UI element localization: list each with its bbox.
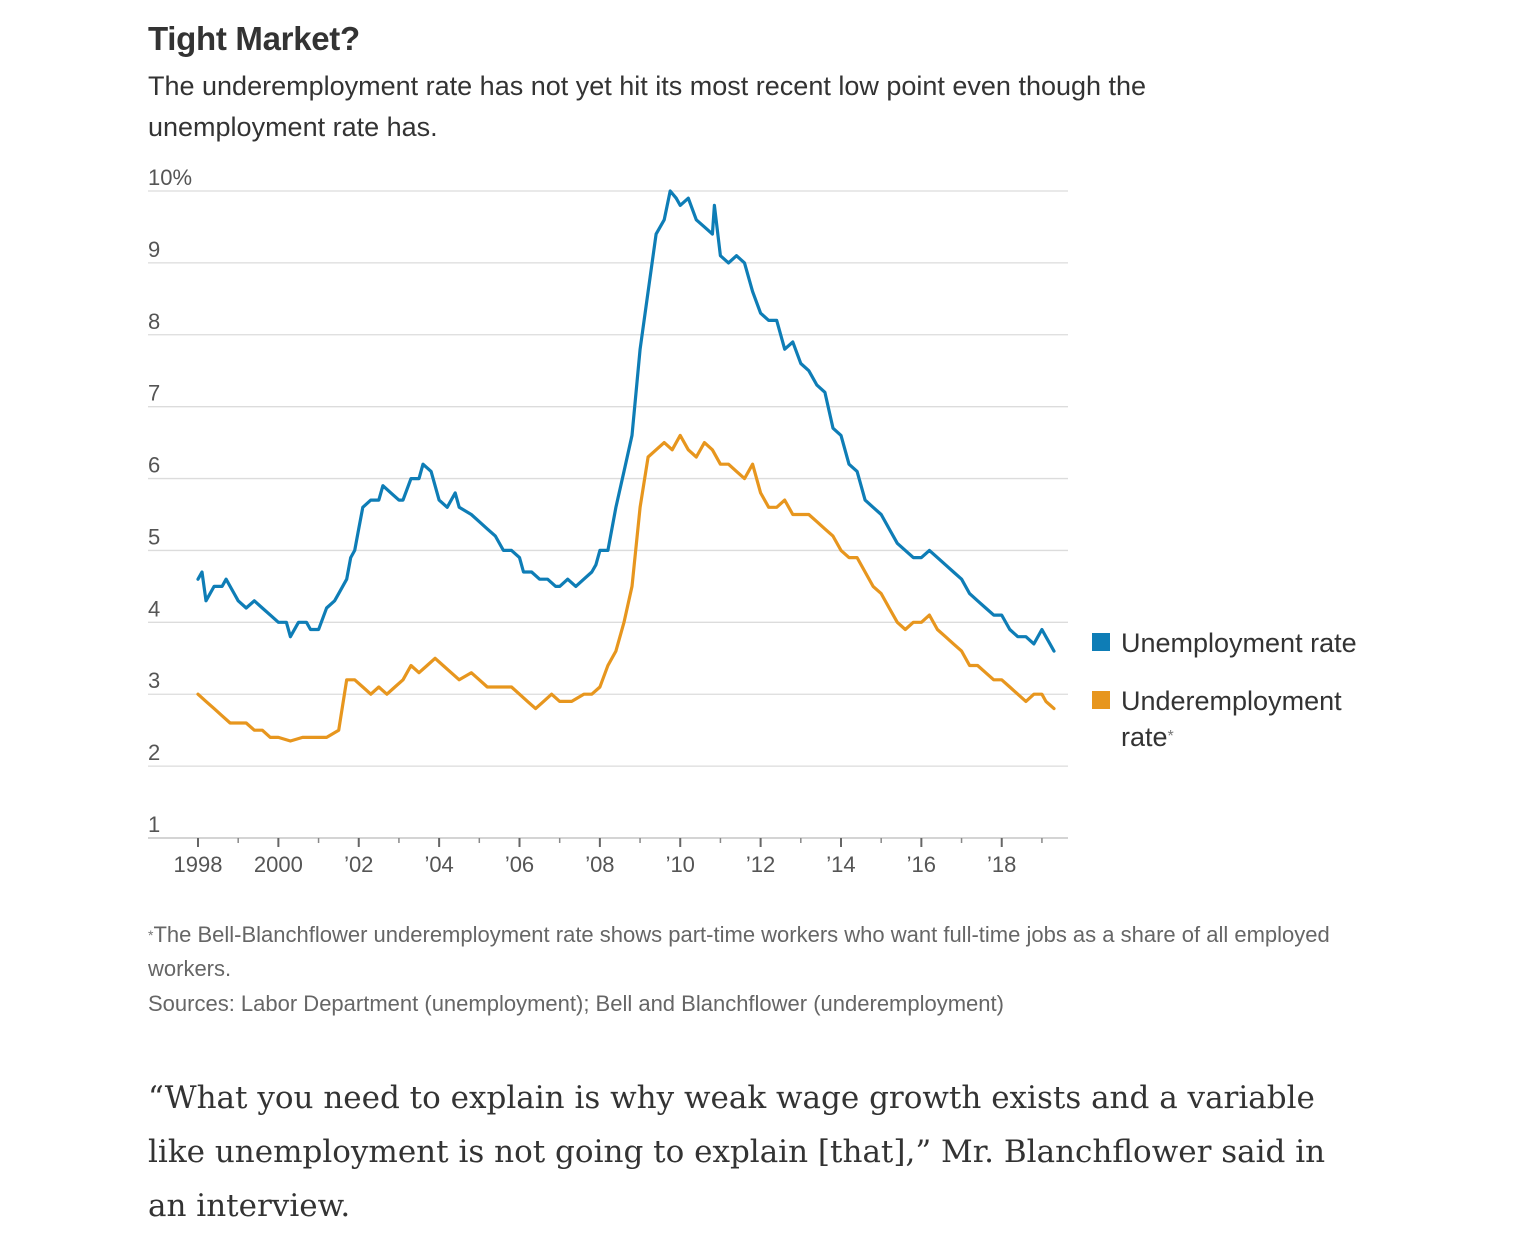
legend-item-underemployment: Underemployment rate* bbox=[1092, 683, 1392, 755]
source-note: Sources: Labor Department (unemployment)… bbox=[148, 991, 1004, 1016]
line-chart: 10% 9 8 7 6 5 4 3 2 1 1998 2000 ’02 ’04 ’06 ’08 ’10 ’12 ’… bbox=[148, 165, 1068, 877]
x-axis: 1998 2000 ’02 ’04 ’06 ’08 ’10 ’12 ’14 ’16 ’18 bbox=[148, 837, 1068, 877]
y-tick-label-1: 1 bbox=[148, 812, 160, 837]
y-tick-label-8: 8 bbox=[148, 309, 160, 334]
series-line-unemployment-rate bbox=[196, 189, 1056, 653]
x-tick-label-2000: 2000 bbox=[254, 852, 303, 877]
y-tick-label-6: 6 bbox=[148, 453, 160, 478]
footnote-text: The Bell-Blanchflower underemployment ra… bbox=[148, 922, 1330, 981]
y-tick-label-10: 10% bbox=[148, 165, 192, 190]
legend: Unemployment rate Underemployment rate* bbox=[1092, 625, 1392, 777]
x-tick-label-1998: 1998 bbox=[174, 852, 223, 877]
y-tick-label-7: 7 bbox=[148, 381, 160, 406]
x-tick-label-2008: ’08 bbox=[585, 852, 614, 877]
y-tick-label-4: 4 bbox=[148, 596, 160, 621]
x-tick-label-2004: ’04 bbox=[424, 852, 453, 877]
x-tick-label-2014: ’14 bbox=[826, 852, 855, 877]
y-tick-label-9: 9 bbox=[148, 237, 160, 262]
legend-swatch-unemployment bbox=[1092, 633, 1110, 651]
article-quote: “What you need to explain is why weak wa… bbox=[148, 1080, 1326, 1224]
legend-footnote-mark: * bbox=[1167, 728, 1174, 745]
series-lines bbox=[196, 189, 1056, 743]
y-axis-tick-labels: 10% 9 8 7 6 5 4 3 2 1 bbox=[148, 165, 192, 837]
x-tick-label-2002: ’02 bbox=[344, 852, 373, 877]
footnote: *The Bell-Blanchflower underemployment r… bbox=[148, 918, 1398, 986]
footnote-mark: * bbox=[148, 927, 154, 943]
legend-swatch-underemployment bbox=[1092, 691, 1110, 709]
legend-label-underemployment: Underemployment rate* bbox=[1121, 683, 1391, 755]
legend-item-unemployment: Unemployment rate bbox=[1092, 625, 1392, 661]
x-tick-label-2006: ’06 bbox=[505, 852, 534, 877]
gridlines bbox=[148, 190, 1068, 767]
chart-subtitle: The underemployment rate has not yet hit… bbox=[148, 71, 1147, 142]
chart-title: Tight Market? bbox=[148, 20, 360, 57]
legend-label-unemployment: Unemployment rate bbox=[1121, 628, 1357, 658]
x-tick-label-2018: ’18 bbox=[987, 852, 1016, 877]
y-tick-label-5: 5 bbox=[148, 524, 160, 549]
y-tick-label-2: 2 bbox=[148, 740, 160, 765]
y-tick-label-3: 3 bbox=[148, 668, 160, 693]
x-tick-label-2010: ’10 bbox=[666, 852, 695, 877]
legend-label-underemployment-text: Underemployment rate bbox=[1121, 686, 1342, 752]
x-tick-label-2016: ’16 bbox=[907, 852, 936, 877]
series-line-underemployment-rate bbox=[196, 433, 1056, 743]
x-tick-label-2012: ’12 bbox=[746, 852, 775, 877]
